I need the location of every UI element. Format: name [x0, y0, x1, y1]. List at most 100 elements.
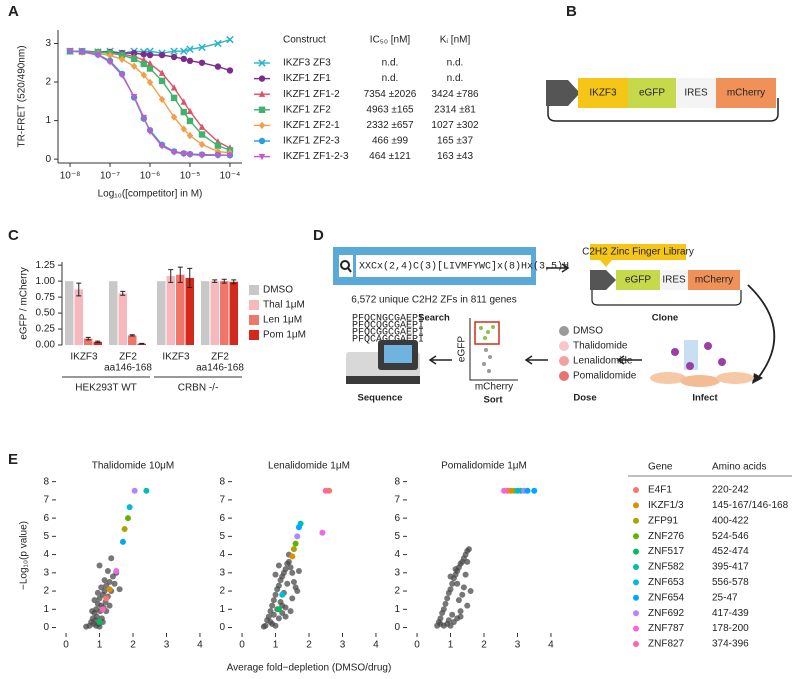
marker [146, 51, 154, 59]
y-tick-label: 2 [43, 586, 49, 597]
point [459, 591, 466, 598]
y-tick-label: 7 [219, 495, 225, 506]
legend-swatch [249, 315, 259, 325]
point [524, 487, 531, 494]
marker [180, 47, 188, 55]
bar [118, 293, 127, 345]
segment-label: IKZF3 [589, 88, 617, 99]
x-tick-label: 10⁻⁶ [140, 171, 161, 182]
error-bar [76, 282, 82, 297]
marker [258, 121, 266, 130]
marker [198, 140, 206, 149]
screen-diagram: XXCx(2,4)C(3)[LIVMFYWC]x(8)Hx(3,5)H 6,57… [333, 244, 776, 406]
marker [258, 153, 266, 161]
table-cell: 2314 ±81 [434, 104, 476, 115]
cell-dot [487, 369, 491, 373]
group-label: CRBN -/- [178, 383, 219, 394]
x-tick-label: 1 [97, 640, 103, 651]
point [98, 584, 105, 591]
marker [258, 90, 266, 97]
legend-label: IKZF1 ZF2-3 [283, 136, 340, 147]
x-tick-label: IKZF3 [70, 352, 98, 363]
chart-title: Pomalidomide 1μM [441, 461, 527, 472]
point [275, 562, 282, 569]
search-icon [347, 267, 352, 273]
table-cell: 165 ±37 [437, 136, 474, 147]
cell-dot [484, 348, 488, 352]
table-cell: ZNF276 [648, 531, 685, 542]
table-cell: 417-439 [712, 608, 749, 619]
point [121, 526, 128, 533]
y-tick-label: 1 [394, 604, 400, 615]
table-cell: ZNF654 [648, 592, 685, 603]
y-tick-label: 0.25 [36, 324, 56, 335]
cell [716, 372, 754, 384]
marker [170, 149, 178, 156]
point [447, 573, 454, 580]
dose-dot [559, 356, 569, 366]
table-cell: 2332 ±657 [366, 120, 414, 131]
y-tick-label: 3 [219, 567, 225, 578]
point [290, 578, 297, 585]
segment [716, 78, 776, 108]
dose-label: Thalidomide [573, 341, 628, 352]
y-tick-label: 0 [394, 622, 400, 633]
marker [130, 55, 138, 63]
x-tick-label: 0 [414, 640, 420, 651]
error-bar [168, 269, 174, 283]
point [447, 586, 454, 593]
legend-dot [633, 594, 639, 601]
point [444, 595, 451, 602]
marker [180, 98, 187, 105]
error-bar [231, 279, 237, 285]
marker [180, 55, 187, 63]
table-cell: 464 ±121 [369, 151, 411, 162]
table-cell: E4F1 [648, 485, 672, 496]
y-tick-label: 5 [219, 531, 225, 542]
marker [198, 59, 206, 66]
x-tick-label: 1 [448, 640, 454, 651]
error-bar [177, 266, 183, 283]
point [260, 623, 267, 630]
table-cell: 4963 ±165 [366, 104, 414, 115]
marker [186, 117, 194, 125]
point [104, 568, 111, 574]
sort-axis-label: eGFP [457, 336, 468, 362]
marker [226, 152, 234, 159]
legend-label: DMSO [263, 285, 293, 296]
point [319, 529, 326, 536]
cell-dot [491, 325, 495, 329]
table-header: IC₅₀ [nM] [370, 35, 411, 46]
dose-dot [559, 371, 569, 381]
y-tick-label: 2 [219, 586, 225, 597]
panel-label: E [8, 451, 18, 468]
y-axis-label: TR-FRET (520/490nm) [17, 45, 28, 147]
point [467, 588, 474, 595]
point [437, 615, 444, 622]
legend-label: IKZF3 ZF3 [283, 58, 331, 69]
point [282, 613, 289, 620]
table-cell: n.d. [447, 73, 464, 84]
error-bar [120, 290, 126, 296]
marker [198, 43, 206, 52]
marker [140, 71, 148, 79]
point [442, 600, 449, 607]
point [108, 555, 115, 562]
point [465, 546, 472, 553]
point [272, 591, 279, 598]
point [93, 613, 100, 620]
point [270, 597, 277, 604]
x-axis-label: Log₁₀([competitor] in M) [98, 189, 203, 200]
y-tick-label: 1 [43, 604, 49, 615]
table-cell: n.d. [447, 58, 464, 69]
table-cell: 3424 ±786 [431, 89, 479, 100]
alignment-line: PFQCNGCGAEPI [352, 314, 424, 325]
segment-label: eGFP [639, 88, 665, 99]
legend-label: Thal 1μM [263, 300, 305, 311]
promoter-arrow [590, 270, 616, 290]
table-cell: 178-200 [712, 623, 749, 634]
bar [176, 274, 185, 345]
point [282, 566, 289, 573]
y-tick-label: 7 [394, 495, 400, 506]
x-tick-label: 10⁻⁴ [220, 171, 241, 182]
